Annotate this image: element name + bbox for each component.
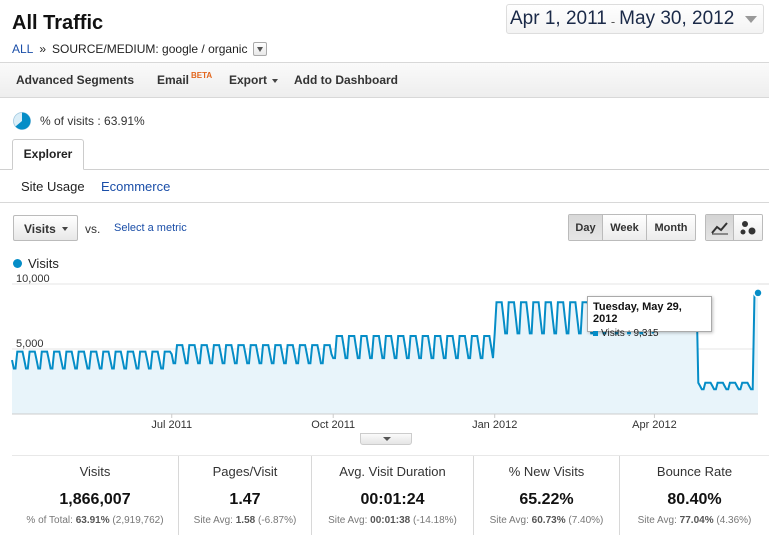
- tooltip-date: Tuesday, May 29, 2012: [593, 301, 682, 325]
- breadcrumb-current: SOURCE/MEDIUM: google / organic: [52, 42, 248, 56]
- chevron-down-icon: [745, 16, 757, 23]
- date-range-start: Apr 1, 2011: [510, 8, 607, 29]
- visits-line-chart[interactable]: 10,000 5,000 Jul 2011 Oct 2011 Jan 2012 Apr 2…: [0, 272, 769, 442]
- tooltip-colon: :: [627, 328, 631, 339]
- chart-tooltip: Tuesday, May 29, 2012 Visits: 9,315: [587, 296, 712, 339]
- summary-comparison-delta: (7.40%): [568, 515, 604, 526]
- email-button[interactable]: Email BETA: [157, 71, 213, 87]
- breadcrumb: ALL » SOURCE/MEDIUM: google / organic: [12, 42, 268, 56]
- summary-comparison: % of Total: 63.91% (2,919,762): [12, 515, 178, 526]
- summary-comparison-prefix: % of Total:: [26, 515, 73, 526]
- email-label: Email: [157, 73, 190, 87]
- month-button[interactable]: Month: [647, 215, 695, 240]
- granularity-toggle: Day Week Month: [568, 214, 696, 241]
- summary-value: 1,866,007: [59, 491, 131, 508]
- y-tick-label: 10,000: [16, 273, 50, 285]
- metric-select[interactable]: Visits: [13, 215, 78, 241]
- date-range-picker[interactable]: Apr 1, 2011 - May 30, 2012: [506, 4, 764, 34]
- motion-chart-icon: [740, 220, 756, 234]
- summary-comparison: Site Avg: 77.04% (4.36%): [620, 515, 769, 526]
- subtab-site-usage[interactable]: Site Usage: [21, 179, 85, 194]
- legend-swatch: [13, 259, 22, 268]
- x-tick-label: Oct 2011: [311, 419, 355, 431]
- x-tick-label: Jul 2011: [151, 419, 192, 431]
- chart-type-toggle: [705, 214, 763, 241]
- segment-indicator: % of visits : 63.91%: [12, 111, 145, 131]
- summary-comparison: Site Avg: 00:01:38 (-14.18%): [312, 515, 473, 526]
- y-tick-label: 5,000: [16, 338, 44, 350]
- x-tick-label: Apr 2012: [632, 419, 677, 431]
- report-toolbar: Advanced Segments Email BETA Export Add t…: [0, 62, 769, 98]
- add-to-dashboard-label: Add to Dashboard: [294, 73, 398, 87]
- select-metric-link[interactable]: Select a metric: [114, 222, 187, 234]
- summary-value: 80.40%: [667, 491, 722, 508]
- summary-comparison-prefix: Site Avg:: [489, 515, 529, 526]
- summary-bounce-rate[interactable]: Bounce Rate 80.40% Site Avg: 77.04% (4.36%…: [620, 456, 769, 535]
- summary-label: % New Visits: [508, 464, 585, 479]
- line-chart-icon: [710, 221, 728, 234]
- summary-comparison-prefix: Site Avg:: [328, 515, 368, 526]
- day-button[interactable]: Day: [569, 215, 603, 240]
- segment-percent-label: % of visits : 63.91%: [40, 114, 145, 128]
- breadcrumb-all-link[interactable]: ALL: [12, 42, 34, 56]
- tabs-divider: [0, 169, 769, 170]
- breadcrumb-dropdown-icon[interactable]: [253, 42, 268, 56]
- date-range-end: May 30, 2012: [619, 8, 735, 29]
- chart-legend: Visits: [13, 256, 59, 271]
- add-to-dashboard-button[interactable]: Add to Dashboard: [294, 73, 398, 87]
- line-chart-button[interactable]: [706, 215, 734, 240]
- pie-chart-icon: [13, 112, 31, 130]
- summary-label: Pages/Visit: [212, 464, 278, 479]
- summary-value: 1.47: [229, 491, 261, 508]
- controls-divider: [0, 202, 769, 203]
- summary-comparison-prefix: Site Avg:: [193, 515, 233, 526]
- summary-comparison-delta: (-14.18%): [412, 515, 457, 526]
- export-button[interactable]: Export: [229, 73, 279, 87]
- beta-badge: BETA: [191, 71, 213, 80]
- summary-comparison: Site Avg: 1.58 (-6.87%): [179, 515, 311, 526]
- summary-comparison-delta: (-6.87%): [257, 515, 297, 526]
- highlight-point: [753, 288, 763, 298]
- legend-label: Visits: [28, 256, 59, 271]
- summary-visits[interactable]: Visits 1,866,007 % of Total: 63.91% (2,919…: [12, 456, 179, 535]
- advanced-segments-button[interactable]: Advanced Segments: [16, 73, 134, 87]
- tooltip-swatch: [593, 331, 598, 336]
- summary-comparison-value: 00:01:38: [370, 515, 411, 526]
- summary-new-visits[interactable]: % New Visits 65.22% Site Avg: 60.73% (7.40…: [474, 456, 620, 535]
- tab-explorer[interactable]: Explorer: [12, 139, 84, 170]
- summary-comparison-value: 77.04%: [679, 515, 714, 526]
- summary-comparison-delta: (4.36%): [716, 515, 752, 526]
- summary-avg-visit-duration[interactable]: Avg. Visit Duration 00:01:24 Site Avg: 00:…: [312, 456, 474, 535]
- motion-chart-button[interactable]: [734, 215, 762, 240]
- summary-comparison-prefix: Site Avg:: [637, 515, 677, 526]
- summary-metrics: Visits 1,866,007 % of Total: 63.91% (2,919…: [12, 455, 769, 535]
- summary-comparison-delta: (2,919,762): [112, 515, 164, 526]
- week-button[interactable]: Week: [603, 215, 647, 240]
- breadcrumb-separator: »: [39, 42, 47, 56]
- export-label: Export: [229, 73, 268, 87]
- x-tick-label: Jan 2012: [472, 419, 517, 431]
- page-title: All Traffic: [12, 12, 104, 34]
- tooltip-metric-value: 9,315: [633, 328, 659, 339]
- tooltip-value: Visits: 9,315: [593, 328, 706, 339]
- date-range-separator: -: [610, 13, 616, 29]
- chevron-down-icon: [272, 79, 279, 83]
- summary-comparison-value: 1.58: [235, 515, 256, 526]
- summary-label: Visits: [79, 464, 111, 479]
- summary-comparison: Site Avg: 60.73% (7.40%): [474, 515, 619, 526]
- summary-label: Bounce Rate: [656, 464, 733, 479]
- vs-label: vs.: [85, 222, 101, 236]
- tooltip-metric-label: Visits: [601, 328, 625, 339]
- summary-comparison-value: 60.73%: [531, 515, 566, 526]
- summary-label: Avg. Visit Duration: [339, 464, 446, 479]
- advanced-segments-label: Advanced Segments: [16, 73, 135, 87]
- summary-value: 00:01:24: [360, 491, 425, 508]
- summary-value: 65.22%: [519, 491, 574, 508]
- collapse-chart-handle[interactable]: [360, 433, 412, 445]
- subtab-ecommerce[interactable]: Ecommerce: [101, 179, 171, 194]
- summary-comparison-value: 63.91%: [75, 515, 110, 526]
- summary-pages-per-visit[interactable]: Pages/Visit 1.47 Site Avg: 1.58 (-6.87%): [179, 456, 312, 535]
